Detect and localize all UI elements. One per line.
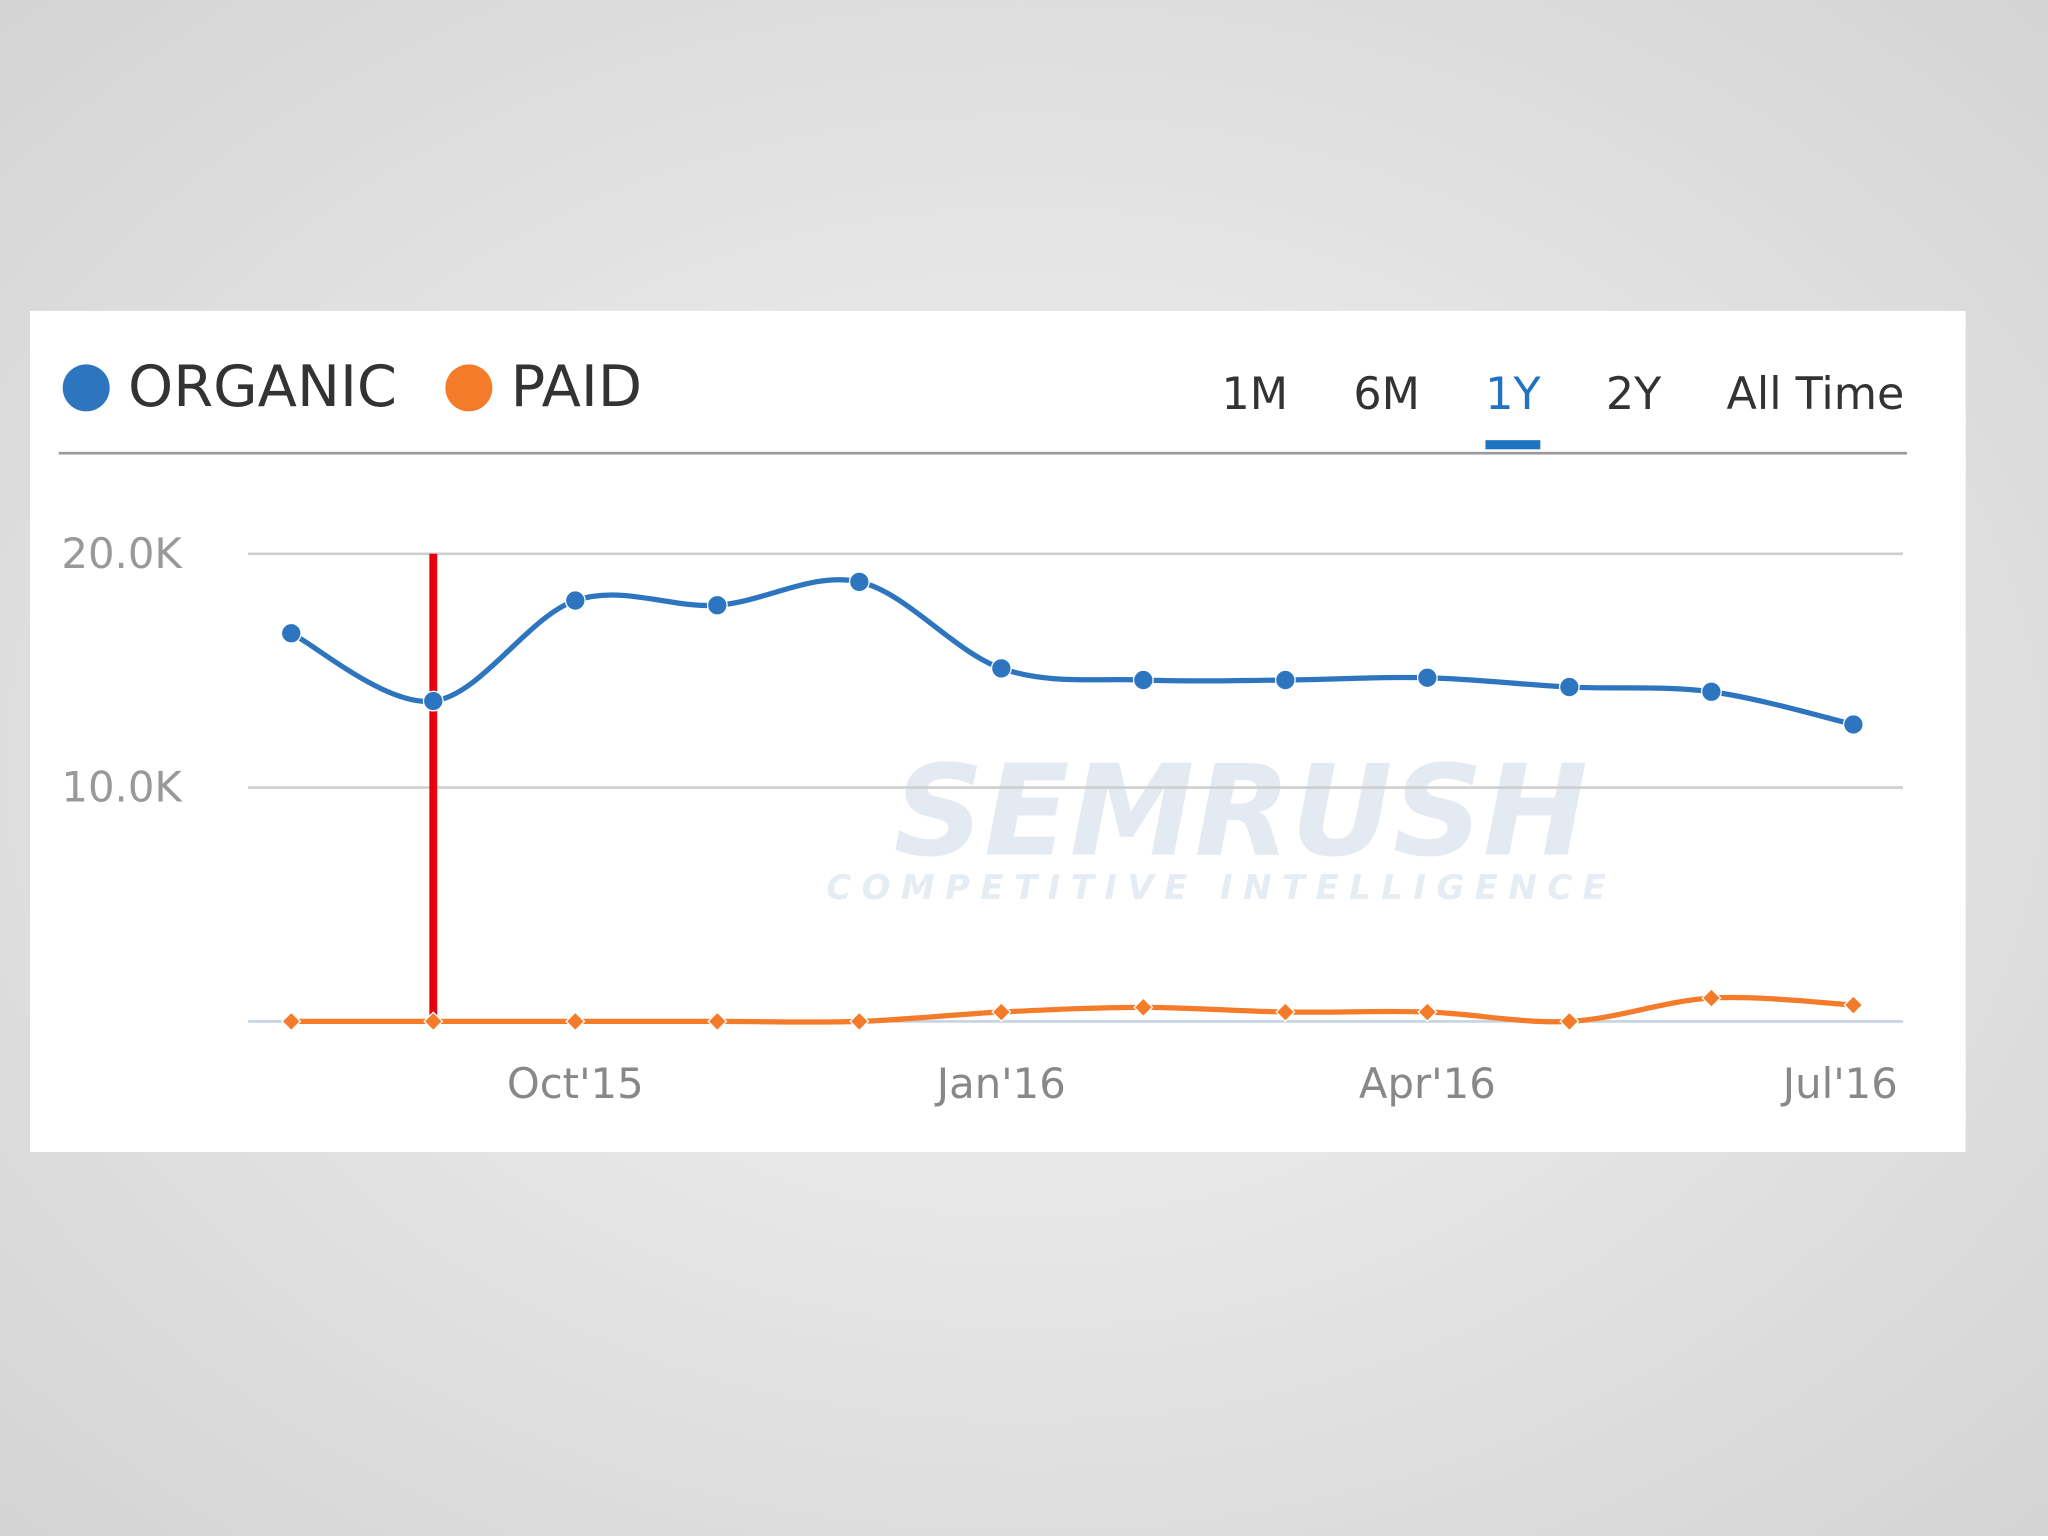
data-point	[1133, 997, 1154, 1018]
range-selected-underline	[1485, 440, 1541, 450]
data-point	[706, 594, 728, 616]
x-tick-label: Oct'15	[507, 1059, 644, 1108]
legend-label: PAID	[511, 353, 642, 420]
data-point	[1558, 676, 1580, 698]
x-tick-label: Jul'16	[1780, 1059, 1898, 1108]
series-line	[291, 994, 1854, 1025]
x-tick-label: Apr'16	[1359, 1059, 1496, 1108]
data-point	[707, 1011, 728, 1032]
data-point	[1559, 1011, 1580, 1032]
y-tick-label: 20.0K	[61, 529, 183, 578]
watermark-title: SEMRUSH	[894, 738, 1588, 884]
range-button[interactable]: 2Y	[1606, 369, 1662, 420]
range-button[interactable]: 1M	[1222, 369, 1289, 420]
data-point	[1843, 994, 1864, 1016]
watermark: SEMRUSH COMPETITIVE INTELLIGENCE	[826, 738, 1616, 908]
data-point	[422, 690, 444, 712]
data-point	[1701, 987, 1722, 1009]
legend-marker	[445, 364, 493, 412]
data-point	[281, 1011, 302, 1032]
data-point	[848, 571, 870, 593]
legend-label: ORGANIC	[128, 353, 397, 420]
data-point	[1417, 1001, 1438, 1023]
x-tick-label: Jan'16	[934, 1059, 1066, 1108]
watermark-subtitle: COMPETITIVE INTELLIGENCE	[826, 868, 1616, 908]
data-point	[1842, 714, 1864, 735]
data-point	[1700, 681, 1722, 703]
data-point	[565, 1011, 586, 1032]
range-button[interactable]: All Time	[1727, 369, 1905, 420]
legend-marker	[62, 364, 110, 412]
data-point	[1132, 669, 1154, 691]
data-point	[1416, 667, 1438, 689]
data-point	[423, 1011, 444, 1032]
data-point	[990, 657, 1012, 679]
card	[30, 310, 1966, 1152]
data-point	[1274, 669, 1296, 691]
range-button[interactable]: 1Y	[1485, 369, 1541, 420]
data-point	[991, 1001, 1012, 1023]
range-button[interactable]: 6M	[1353, 369, 1420, 420]
data-point	[564, 590, 586, 612]
data-point	[849, 1011, 870, 1032]
y-tick-label: 10.0K	[61, 763, 183, 812]
data-point	[1275, 1001, 1296, 1023]
data-point	[280, 622, 302, 644]
